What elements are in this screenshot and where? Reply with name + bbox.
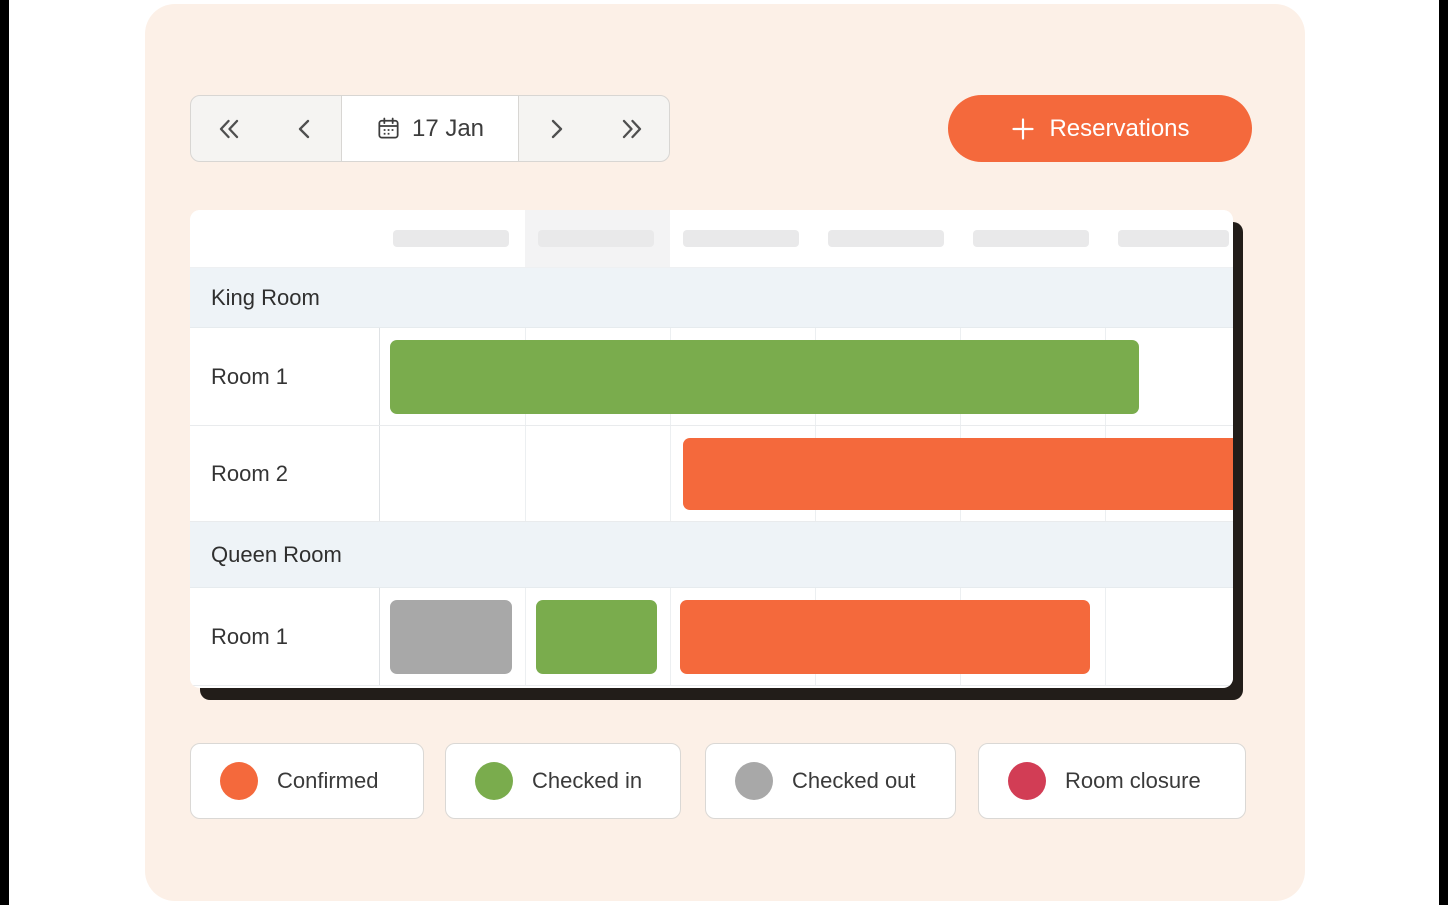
- date-navigation: 17 Jan: [190, 95, 670, 162]
- room-row[interactable]: Room 1: [190, 588, 1233, 686]
- legend-label: Confirmed: [277, 768, 379, 793]
- reservation-bar-checked_in[interactable]: [390, 340, 1139, 414]
- date-header-placeholder: [538, 230, 654, 247]
- grid-line: [525, 426, 526, 521]
- legend-label: Checked in: [532, 768, 643, 793]
- double-chevron-left-icon: [219, 119, 238, 138]
- room-row[interactable]: Room 1: [190, 328, 1233, 426]
- room-name: Room 1: [211, 623, 289, 649]
- room-name: Room 2: [211, 460, 289, 486]
- calendar-body: King Room Room 1 Room 2 Queen Room Room 1: [190, 268, 1233, 686]
- first-date-button[interactable]: [191, 96, 266, 161]
- reservation-bar-checked_in[interactable]: [536, 600, 657, 674]
- last-date-button[interactable]: [594, 96, 669, 161]
- legend-item-room_closure: Room closure: [978, 743, 1246, 819]
- screen-edge-right: [1439, 0, 1448, 905]
- reservation-bar-confirmed[interactable]: [683, 438, 1233, 510]
- grid-line: [670, 426, 671, 521]
- room-group-name: King Room: [211, 284, 320, 310]
- legend-label: Checked out: [792, 768, 916, 793]
- room-group-header-row[interactable]: Queen Room: [190, 522, 1233, 588]
- date-display[interactable]: 17 Jan: [341, 96, 519, 161]
- grid-line: [525, 588, 526, 685]
- previous-date-button[interactable]: [266, 96, 341, 161]
- grid-line: [1105, 588, 1106, 685]
- legend-item-checked_in: Checked in: [445, 743, 681, 819]
- double-chevron-right-icon: [622, 119, 641, 138]
- add-reservation-button[interactable]: Reservations: [948, 95, 1252, 162]
- current-date-label: 17 Jan: [411, 114, 485, 142]
- screen-edge-left: [0, 0, 9, 905]
- plus-icon: [1012, 117, 1035, 140]
- room-name-cell: Room 2: [190, 426, 380, 521]
- status-dot-confirmed: [220, 762, 258, 800]
- status-dot-room_closure: [1008, 762, 1046, 800]
- chevron-right-icon: [551, 119, 562, 138]
- calendar-icon: [378, 117, 399, 139]
- room-name: Room 1: [211, 363, 289, 389]
- reservations-calendar-card: King Room Room 1 Room 2 Queen Room Room 1: [190, 210, 1233, 688]
- date-header-placeholder: [393, 230, 509, 247]
- grid-line: [670, 588, 671, 685]
- room-group-header-row[interactable]: King Room: [190, 268, 1233, 328]
- reservation-bar-checked_out[interactable]: [390, 600, 512, 674]
- room-group-name: Queen Room: [211, 541, 342, 567]
- date-header-placeholder: [828, 230, 944, 247]
- reservation-bar-confirmed[interactable]: [680, 600, 1090, 674]
- date-header-placeholder: [973, 230, 1089, 247]
- status-dot-checked_in: [475, 762, 513, 800]
- reservations-button-label: Reservations: [1049, 114, 1190, 142]
- legend-item-checked_out: Checked out: [705, 743, 956, 819]
- calendar-header-row: [190, 210, 1233, 268]
- next-date-button[interactable]: [519, 96, 594, 161]
- legend-item-confirmed: Confirmed: [190, 743, 424, 819]
- room-name-cell: Room 1: [190, 588, 380, 685]
- date-header-placeholder: [1118, 230, 1229, 247]
- chevron-left-icon: [298, 119, 309, 138]
- status-dot-checked_out: [735, 762, 773, 800]
- room-name-cell: Room 1: [190, 328, 380, 425]
- room-row[interactable]: Room 2: [190, 426, 1233, 522]
- date-header-placeholder: [683, 230, 799, 247]
- legend-label: Room closure: [1065, 768, 1201, 793]
